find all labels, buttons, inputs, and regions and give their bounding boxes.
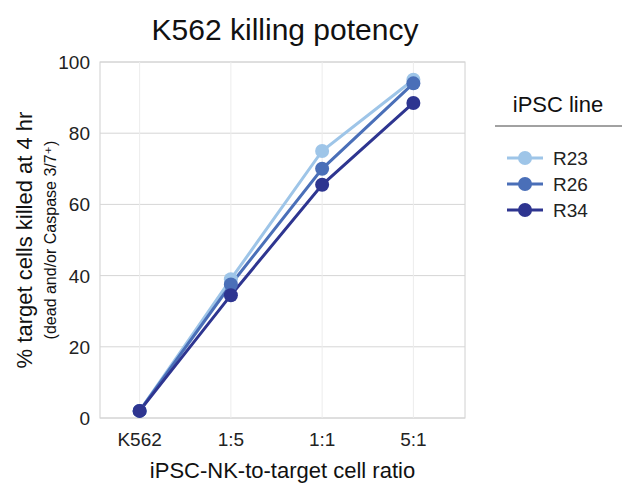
grid-line-x <box>322 62 323 418</box>
point <box>315 144 329 158</box>
legend-label: R23 <box>553 148 588 169</box>
grid-line-x <box>230 62 231 418</box>
legend-title: iPSC line <box>513 92 603 117</box>
point <box>315 178 329 192</box>
point <box>315 162 329 176</box>
grid-line <box>100 62 465 63</box>
legend-marker <box>518 203 532 217</box>
y-tick-label: 0 <box>79 408 90 429</box>
grid-line <box>100 133 465 134</box>
point <box>133 404 147 418</box>
y-tick-label: 40 <box>69 266 90 287</box>
legend-marker <box>518 177 532 191</box>
legend-marker <box>518 151 532 165</box>
y-tick-label: 80 <box>69 123 90 144</box>
plot-frame <box>100 62 465 418</box>
grid-line <box>100 418 465 419</box>
y-tick-label: 100 <box>58 52 90 73</box>
y-label: % target cells killed at 4 hr <box>12 112 37 369</box>
series-line <box>140 80 414 411</box>
x-tick-label: 1:5 <box>218 429 244 450</box>
y-tick-label: 20 <box>69 337 90 358</box>
point <box>406 76 420 90</box>
title: K562 killing potency <box>152 13 419 46</box>
legend-label: R34 <box>553 200 588 221</box>
grid-line <box>100 346 465 347</box>
series-line <box>140 103 414 411</box>
x-tick-label: K562 <box>117 429 161 450</box>
point <box>406 96 420 110</box>
series-line <box>140 83 414 411</box>
x-label: iPSC-NK-to-target cell ratio <box>150 458 415 483</box>
y-tick-label: 60 <box>69 194 90 215</box>
chart: 0 20 40 60 80 100 K562 1:5 1:1 5:1 K562 killing po… <box>0 0 624 499</box>
legend-rule <box>495 126 622 127</box>
grid-line <box>100 275 465 276</box>
grid-line-x <box>413 62 414 418</box>
y-label-sub: (dead and/or Caspase 3/7⁺) <box>42 141 59 340</box>
legend-label: R26 <box>553 174 588 195</box>
x-tick-label: 1:1 <box>309 429 335 450</box>
series-group <box>133 73 421 418</box>
x-tick-label: 5:1 <box>400 429 426 450</box>
grid-line-x <box>139 62 140 418</box>
point <box>224 288 238 302</box>
point <box>133 404 147 418</box>
point <box>133 404 147 418</box>
